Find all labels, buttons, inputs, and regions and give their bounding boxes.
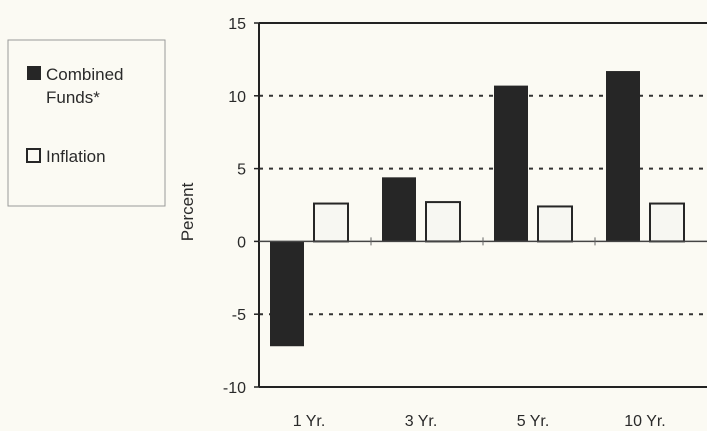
axes — [254, 22, 707, 388]
y-tick-label-5: 5 — [237, 162, 246, 179]
bar-combined-2 — [494, 85, 528, 242]
bar-combined-3 — [606, 71, 640, 242]
legend-label-combined-line1: Combined — [46, 65, 124, 84]
legend-label-combined-line2: Funds* — [46, 88, 100, 107]
legend-swatch-inflation — [26, 148, 41, 163]
y-tick-label-15: 15 — [228, 16, 246, 33]
legend-swatch-combined — [27, 66, 41, 80]
x-tick-label-3: 10 Yr. — [624, 413, 666, 430]
legend-box — [7, 39, 166, 207]
bar-combined-0 — [270, 241, 304, 347]
bars — [270, 71, 685, 347]
bar-inflation-2 — [537, 205, 573, 243]
bar-inflation-1 — [425, 201, 461, 243]
y-tick-label--5: -5 — [232, 307, 246, 324]
y-tick-label-0: 0 — [237, 234, 246, 251]
y-axis-title: Percent — [178, 182, 197, 241]
tick-labels: 15 10 5 0 -5 -10 1 Yr. 3 Yr. 5 Yr. 10 Yr. — [223, 16, 666, 430]
legend: Combined Funds* Inflation — [7, 39, 166, 207]
bar-inflation-3 — [649, 202, 685, 243]
x-tick-label-1: 3 Yr. — [405, 413, 438, 430]
y-tick-label--10: -10 — [223, 380, 246, 397]
y-tick-label-10: 10 — [228, 89, 246, 106]
legend-label-inflation: Inflation — [46, 147, 106, 166]
x-tick-label-0: 1 Yr. — [293, 413, 326, 430]
x-tick-label-2: 5 Yr. — [517, 413, 550, 430]
bar-combined-1 — [382, 177, 416, 242]
bar-inflation-0 — [313, 202, 349, 243]
